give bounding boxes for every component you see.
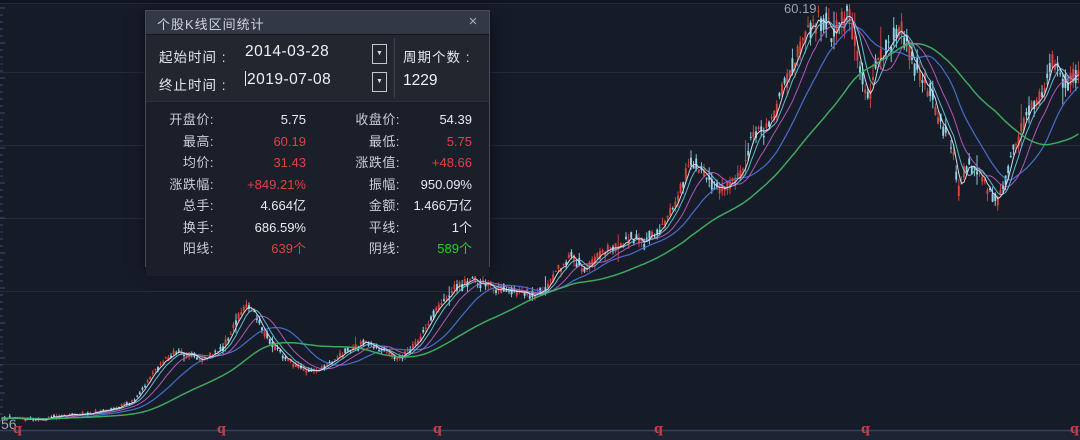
start-date-input[interactable]: 2014-03-28 [245,43,330,60]
start-date-dropdown-button[interactable]: ▼ [372,44,387,64]
stats-grid: 开盘价: 5.75 收盘价: 54.39 最高: 60.19 最低: 5.75 均价: 31.… [146,101,489,276]
end-date-dropdown-button[interactable]: ▼ [372,72,387,92]
close-icon[interactable]: × [468,13,478,30]
stats-row: 换手: 686.59% 平线: 1个 [182,219,472,235]
stats-row: 总手: 4.664亿 金额: 1.466万亿 [182,198,472,213]
period-count-value: 1229 [403,72,438,89]
stats-row: 阳线: 639个 阴线: 589个 [182,241,472,256]
text-caret [245,71,246,86]
ex-rights-marker: q [654,422,664,437]
dialog-titlebar[interactable]: 个股K线区间统计 × [146,11,489,35]
bottom-left-price-label: 56 [1,416,17,432]
chevron-down-icon: ▼ [376,50,383,57]
stats-row: 涨跌幅: +849.21% 振幅: 950.09% [169,176,472,192]
end-date-label: 终止时间 : [159,78,227,93]
start-date-row: 起始时间 : 2014-03-28 ▼ [146,42,489,68]
kline-stats-dialog: 个股K线区间统计 × 起始时间 : 2014-03-28 ▼ 终止时间 : 20… [145,10,490,276]
window-top-edge [0,0,1080,4]
stats-row: 开盘价: 5.75 收盘价: 54.39 [169,112,472,127]
ex-rights-marker: q [433,422,443,437]
stats-row: 最高: 60.19 最低: 5.75 [182,133,472,149]
vertical-divider [394,38,395,98]
dialog-title: 个股K线区间统计 [157,17,265,32]
end-date-row: 终止时间 : 2019-07-08 ▼ [146,70,489,96]
end-date-input[interactable]: 2019-07-08 [245,71,332,88]
high-price-label: 60.19 [784,1,817,16]
period-count-label: 周期个数 : [403,50,471,65]
stats-row: 均价: 31.43 涨跌值: +48.66 [182,155,472,170]
ex-rights-marker: q [861,422,871,437]
date-range-section: 起始时间 : 2014-03-28 ▼ 终止时间 : 2019-07-08 ▼ … [146,35,489,101]
start-date-label: 起始时间 : [159,50,227,65]
ex-rights-marker: q [217,422,227,437]
ex-rights-marker: q [1070,422,1080,437]
ex-rights-marker: q [13,422,23,437]
chevron-down-icon: ▼ [376,78,383,85]
